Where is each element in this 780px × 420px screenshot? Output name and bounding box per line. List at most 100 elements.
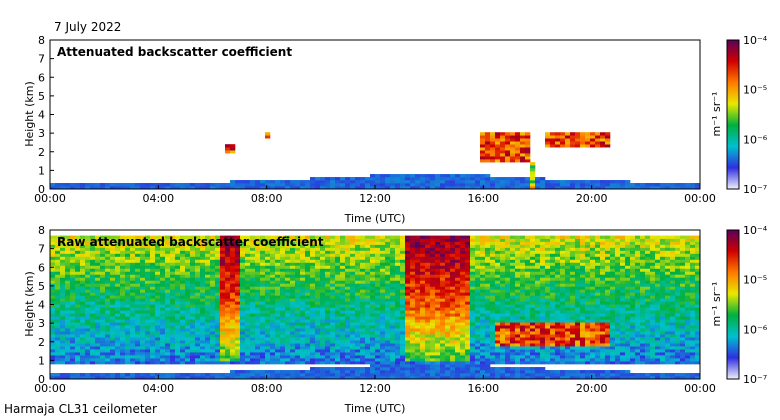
panel-raw-attenuated: Raw attenuated backscatter coefficient 0… [23,224,768,415]
heatmap-cell [475,235,481,239]
heatmap-cell [310,238,316,242]
heatmap-cell [205,265,211,269]
heatmap-cell [60,250,66,254]
heatmap-cell [365,319,371,323]
heatmap-cell [405,322,411,326]
heatmap-cell [455,295,461,299]
heatmap-cell [185,286,191,290]
heatmap-cell [75,265,81,269]
heatmap-cell [465,355,471,359]
heatmap-cell [115,250,121,254]
heatmap-cell [255,238,261,242]
heatmap-cell [490,262,496,266]
heatmap-cell [285,304,291,308]
heatmap-cell [540,186,546,190]
heatmap-cell [445,373,451,377]
heatmap-cell [120,274,126,278]
heatmap-cell [490,328,496,332]
heatmap-cell [565,138,571,142]
heatmap-cell [465,310,471,314]
heatmap-cell [600,183,606,187]
heatmap-cell [340,343,346,347]
heatmap-cell [620,186,626,190]
heatmap-cell [350,358,356,362]
heatmap-cell [285,331,291,335]
heatmap-cell [375,183,381,187]
heatmap-cell [170,313,176,317]
heatmap-cell [425,180,431,184]
heatmap-cell [495,319,501,323]
heatmap-cell [175,250,181,254]
heatmap-cell [235,352,241,356]
heatmap-cell [375,331,381,335]
heatmap-cell [425,373,431,377]
heatmap-cell [60,238,66,242]
heatmap-cell [475,331,481,335]
heatmap-cell [245,313,251,317]
heatmap-cell [490,289,496,293]
heatmap-cell [165,346,171,350]
heatmap-cell [300,304,306,308]
heatmap-cell [100,289,106,293]
heatmap-cell [165,256,171,260]
heatmap-cell [410,241,416,245]
heatmap-cell [475,292,481,296]
heatmap-cell [510,355,516,359]
heatmap-cell [120,316,126,320]
heatmap-cell [275,376,281,380]
heatmap-cell [455,316,461,320]
heatmap-cell [215,298,221,302]
heatmap-cell [185,307,191,311]
heatmap-cell [565,183,571,187]
heatmap-cell [335,328,341,332]
heatmap-cell [260,355,266,359]
heatmap-cell [340,274,346,278]
heatmap-cell [265,238,271,242]
heatmap-cell [150,256,156,260]
heatmap-cell [465,358,471,362]
heatmap-cell [70,349,76,353]
heatmap-cell [390,280,396,284]
heatmap-cell [210,241,216,245]
heatmap-cell [470,337,476,341]
heatmap-cell [300,355,306,359]
heatmap-cell [185,349,191,353]
heatmap-cell [255,307,261,311]
heatmap-cell [370,352,376,356]
heatmap-cell [110,316,116,320]
x-tick-label: 20:00 [576,192,608,205]
heatmap-cell [310,295,316,299]
heatmap-cell [470,250,476,254]
heatmap-cell [335,274,341,278]
heatmap-cell [490,159,496,163]
heatmap-cell [350,307,356,311]
heatmap-cell [215,238,221,242]
heatmap-cell [310,328,316,332]
heatmap-cell [510,141,516,145]
heatmap-cell [390,247,396,251]
heatmap-cell [435,256,441,260]
heatmap-cell [145,322,151,326]
heatmap-cell [150,322,156,326]
heatmap-cell [485,361,491,365]
heatmap-cell [280,376,286,380]
heatmap-cell [330,177,336,181]
heatmap-cell [475,346,481,350]
heatmap-cell [410,250,416,254]
heatmap-cell [85,310,91,314]
heatmap-cell [410,180,416,184]
heatmap-cell [260,183,266,187]
heatmap-cell [280,310,286,314]
heatmap-cell [275,271,281,275]
heatmap-cell [575,144,581,148]
heatmap-cell [500,268,506,272]
heatmap-cell [320,183,326,187]
heatmap-cell [220,292,226,296]
heatmap-cell [110,346,116,350]
heatmap-cell [95,235,101,239]
heatmap-cell [160,265,166,269]
heatmap-cell [205,358,211,362]
heatmap-cell [445,376,451,380]
heatmap-cell [110,325,116,329]
heatmap-cell [355,180,361,184]
